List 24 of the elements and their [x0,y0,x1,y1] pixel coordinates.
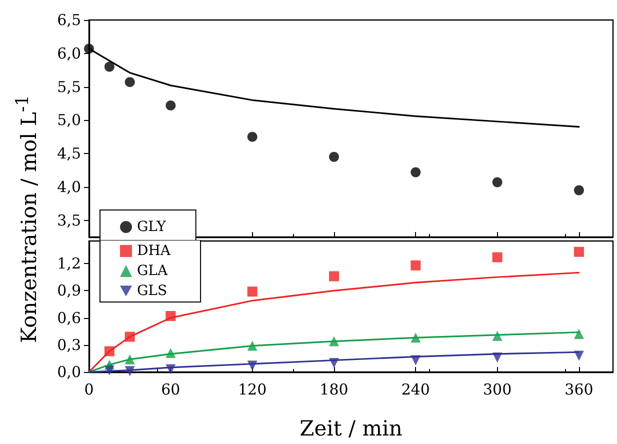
x-tick-label: 300 [482,380,512,398]
y-tick-label: 1,2 [57,254,81,273]
legend-label: DHA [137,243,172,259]
y-tick-label: 4,5 [57,144,81,163]
y-tick-label: 4,0 [57,178,81,196]
x-axis-title: Zeit / min [300,416,402,440]
y-tick-label: 5,5 [57,78,81,96]
x-tick-label: 240 [401,380,430,398]
y-tick-label: 0,0 [57,363,81,381]
legend-label: GLS [137,283,168,299]
y-tick-label: 6,5 [57,11,81,29]
y-tick-label: 5,0 [57,111,81,130]
x-tick-label: 360 [564,380,594,398]
x-tick-label: 0 [84,380,94,398]
y-tick-label: 0,6 [57,308,81,327]
y-tick-label: 6,0 [57,44,81,62]
x-tick-label: 120 [238,380,267,398]
y-tick-label: 0,3 [57,336,81,354]
x-tick-label: 60 [161,380,180,398]
x-tick-label: 180 [320,380,348,398]
legend-label: GLY [137,219,167,235]
legend-label: GLA [137,263,168,279]
y-tick-label: 3,5 [57,211,81,230]
y-tick-label: 0,9 [57,282,81,300]
